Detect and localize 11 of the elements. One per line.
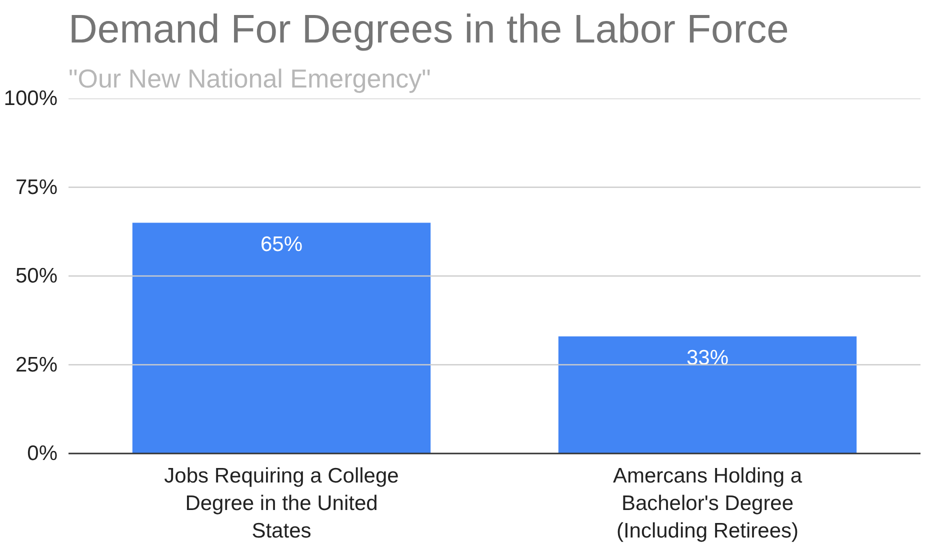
y-tick-label: 75% (15, 176, 58, 199)
x-tick-label: Amercans Holding a Bachelor's Degree (Including Retirees) (612, 464, 802, 543)
data-label: 33% (686, 346, 729, 370)
y-tick-label: 100% (4, 87, 58, 110)
data-label: 65% (260, 232, 303, 256)
y-tick-label: 25% (15, 353, 58, 376)
y-tick-label: 0% (27, 442, 58, 465)
y-tick-label: 50% (15, 264, 58, 288)
chart-subtitle: "Our New National Emergency" (68, 64, 431, 94)
chart-title: Demand For Degrees in the Labor Force (68, 8, 789, 52)
x-tick-label: Jobs Requiring a College Degree in the United States (164, 464, 399, 543)
